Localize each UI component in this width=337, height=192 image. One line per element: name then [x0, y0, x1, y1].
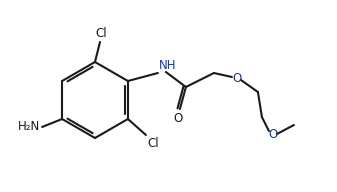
- Text: Cl: Cl: [95, 27, 107, 40]
- Text: H₂N: H₂N: [18, 121, 40, 133]
- Text: Cl: Cl: [147, 137, 158, 150]
- Text: O: O: [268, 128, 278, 142]
- Text: NH: NH: [159, 59, 176, 72]
- Text: O: O: [173, 112, 183, 125]
- Text: O: O: [232, 71, 242, 84]
